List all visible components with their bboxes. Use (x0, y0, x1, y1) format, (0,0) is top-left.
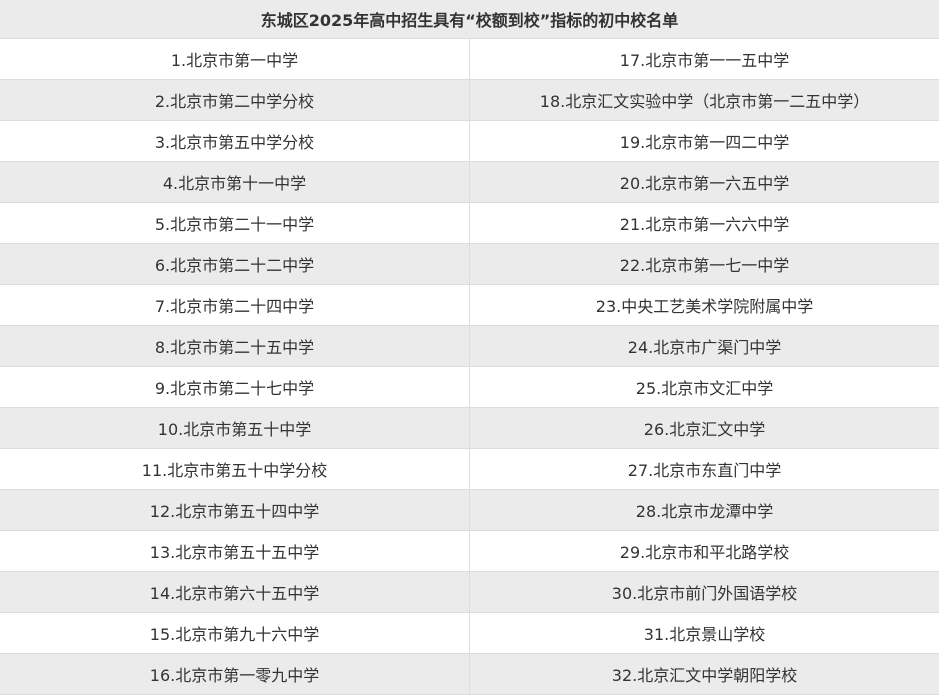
school-cell: 27.北京市东直门中学 (470, 449, 939, 490)
school-cell: 19.北京市第一四二中学 (470, 121, 939, 162)
school-cell: 10.北京市第五十中学 (0, 408, 470, 449)
school-cell: 9.北京市第二十七中学 (0, 367, 470, 408)
school-cell: 20.北京市第一六五中学 (470, 162, 939, 203)
school-cell: 24.北京市广渠门中学 (470, 326, 939, 367)
school-cell: 7.北京市第二十四中学 (0, 285, 470, 326)
school-cell: 21.北京市第一六六中学 (470, 203, 939, 244)
table-title: 东城区2025年高中招生具有“校额到校”指标的初中校名单 (0, 0, 939, 39)
school-cell: 18.北京汇文实验中学（北京市第一二五中学） (470, 80, 939, 121)
school-cell: 26.北京汇文中学 (470, 408, 939, 449)
school-cell: 3.北京市第五中学分校 (0, 121, 470, 162)
school-cell: 4.北京市第十一中学 (0, 162, 470, 203)
school-cell: 31.北京景山学校 (470, 613, 939, 654)
school-cell: 29.北京市和平北路学校 (470, 531, 939, 572)
school-cell: 8.北京市第二十五中学 (0, 326, 470, 367)
school-cell: 14.北京市第六十五中学 (0, 572, 470, 613)
school-cell: 15.北京市第九十六中学 (0, 613, 470, 654)
school-cell: 2.北京市第二中学分校 (0, 80, 470, 121)
school-cell: 22.北京市第一七一中学 (470, 244, 939, 285)
school-cell: 6.北京市第二十二中学 (0, 244, 470, 285)
school-cell: 32.北京汇文中学朝阳学校 (470, 654, 939, 695)
school-cell: 5.北京市第二十一中学 (0, 203, 470, 244)
school-cell: 25.北京市文汇中学 (470, 367, 939, 408)
school-cell: 13.北京市第五十五中学 (0, 531, 470, 572)
school-cell: 28.北京市龙潭中学 (470, 490, 939, 531)
school-cell: 30.北京市前门外国语学校 (470, 572, 939, 613)
school-cell: 23.中央工艺美术学院附属中学 (470, 285, 939, 326)
school-cell: 11.北京市第五十中学分校 (0, 449, 470, 490)
school-cell: 16.北京市第一零九中学 (0, 654, 470, 695)
school-cell: 1.北京市第一中学 (0, 39, 470, 80)
school-cell: 12.北京市第五十四中学 (0, 490, 470, 531)
school-cell: 17.北京市第一一五中学 (470, 39, 939, 80)
